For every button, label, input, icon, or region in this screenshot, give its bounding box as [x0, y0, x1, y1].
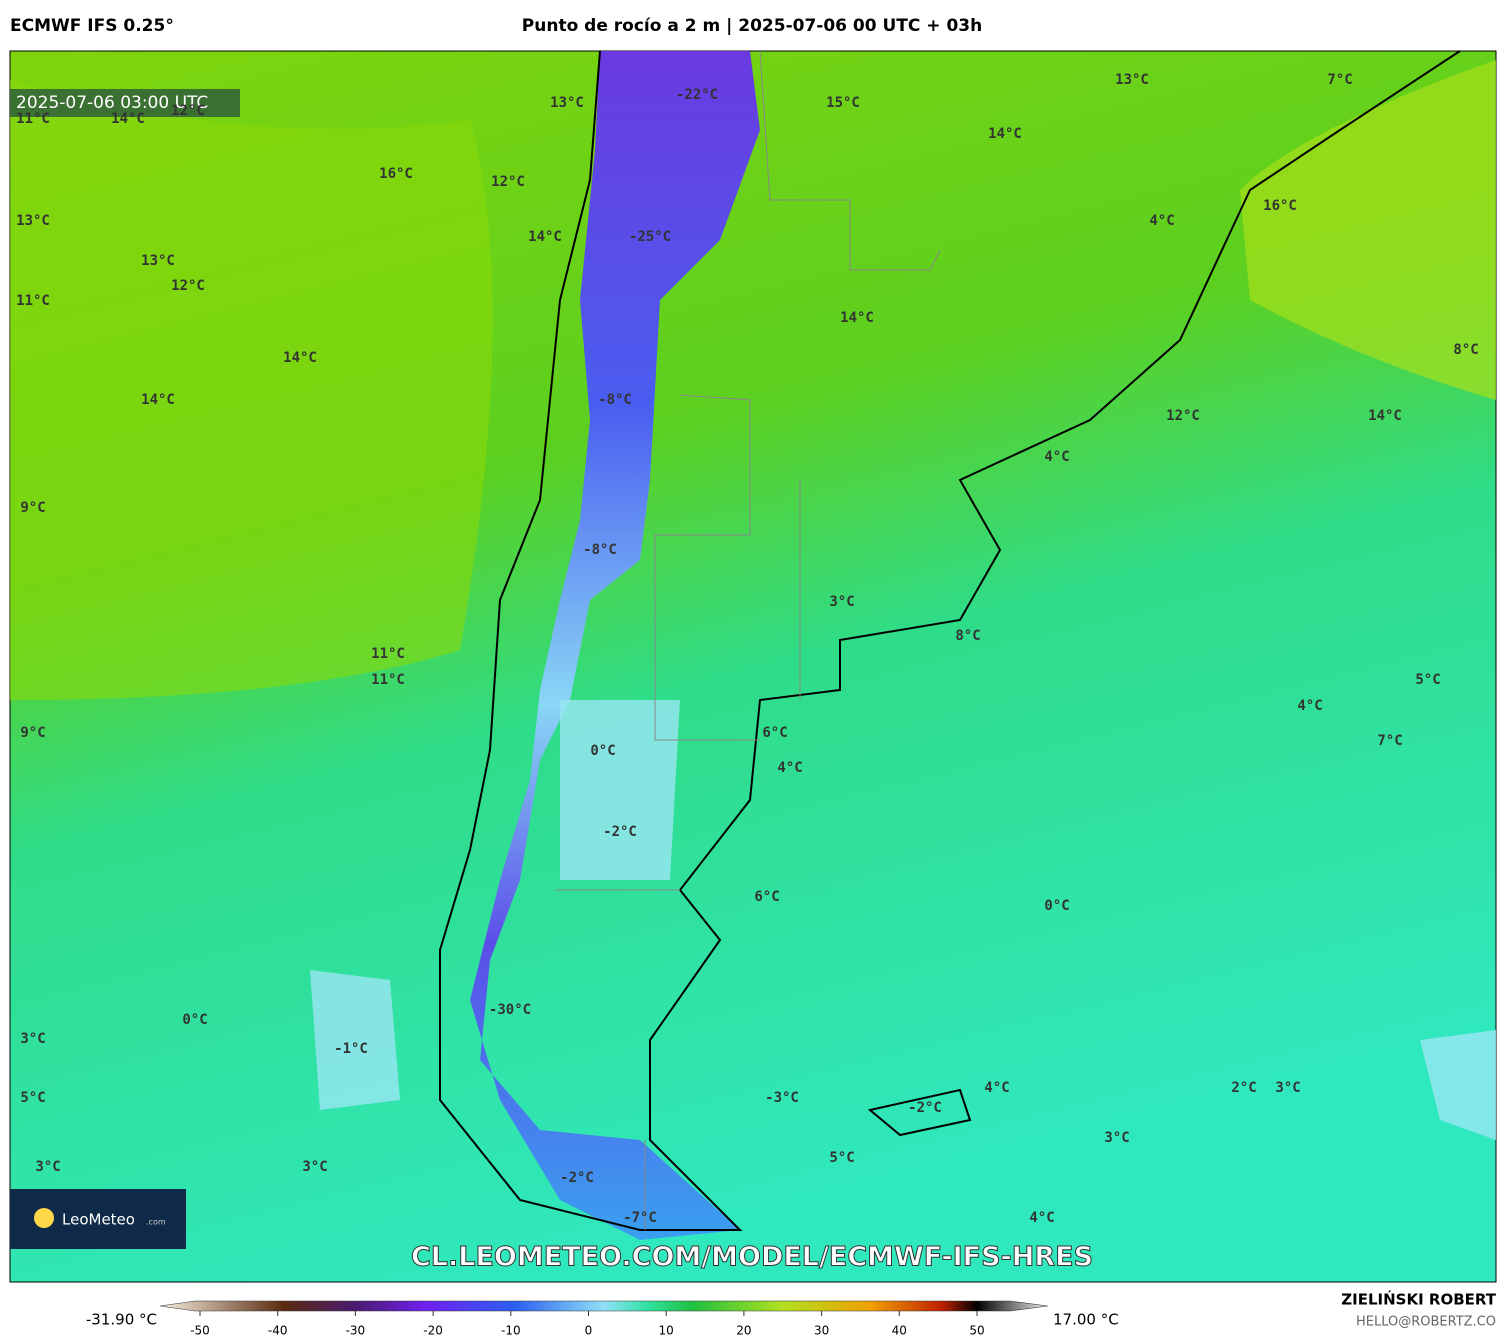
logo-suffix: .com — [146, 1218, 166, 1227]
temperature-label: 6°C — [754, 889, 779, 905]
temperature-label: 4°C — [984, 1080, 1009, 1096]
temperature-label: 12°C — [171, 103, 205, 119]
colorbar-tick-label: -30 — [346, 1324, 366, 1338]
colorbar-tick-label: -20 — [423, 1324, 443, 1338]
temperature-label: 14°C — [141, 392, 175, 408]
temperature-label: 15°C — [826, 95, 860, 111]
warm-area — [10, 80, 493, 700]
temperature-label: 0°C — [590, 743, 615, 759]
colorbar-tick-label: 20 — [736, 1324, 751, 1338]
temperature-label: 4°C — [1029, 1210, 1054, 1226]
borders — [555, 50, 941, 1230]
temperature-label: -2°C — [560, 1170, 594, 1186]
cold-area — [560, 700, 680, 880]
temperature-label: -8°C — [598, 392, 632, 408]
temperature-label: 8°C — [1453, 342, 1478, 358]
temperature-label: 12°C — [171, 278, 205, 294]
colorbar-tick-label: 0 — [585, 1324, 593, 1338]
temperature-label: 4°C — [777, 760, 802, 776]
temperature-label: 13°C — [550, 95, 584, 111]
colorbar-max: 17.00 °C — [1053, 1311, 1119, 1329]
temperature-label: 11°C — [371, 646, 405, 662]
cold-area — [1420, 1030, 1496, 1140]
temperature-label: 3°C — [302, 1159, 327, 1175]
temperature-label: 14°C — [528, 229, 562, 245]
map-labels: 13°C 7°C -22°C 15°C 13°C 11°C 14°C 12°C 14°C 16°C… — [16, 72, 1479, 1226]
colorbar-tick-label: -10 — [501, 1324, 521, 1338]
temperature-label: 0°C — [1044, 898, 1069, 914]
temperature-label: 14°C — [840, 310, 874, 326]
temperature-label: -2°C — [603, 824, 637, 840]
temperature-label: 2°C — [1231, 1080, 1256, 1096]
temperature-label: -3°C — [765, 1090, 799, 1106]
timestamp-box — [10, 89, 240, 117]
temperature-label: 3°C — [20, 1031, 45, 1047]
logo-sun — [34, 1208, 54, 1228]
temperature-label: 16°C — [1263, 198, 1297, 214]
coastline — [439, 50, 1461, 1231]
temperature-label: 7°C — [1377, 733, 1402, 749]
timestamp: 2025-07-06 03:00 UTC — [16, 93, 208, 113]
temperature-label: 3°C — [35, 1159, 60, 1175]
andes-cold-area — [470, 51, 760, 1240]
temperature-label: -1°C — [334, 1041, 368, 1057]
map-title: Punto de rocío a 2 m | 2025-07-06 00 UTC… — [522, 16, 982, 36]
temperature-label: 16°C — [379, 166, 413, 182]
coastline — [867, 1088, 972, 1137]
temperature-label: -25°C — [629, 229, 671, 245]
colorbar-tick-label: -40 — [268, 1324, 288, 1338]
temperature-label: 9°C — [20, 500, 45, 516]
temperature-label: 5°C — [20, 1090, 45, 1106]
warm-area — [1240, 60, 1496, 400]
temperature-label: 13°C — [16, 213, 50, 229]
temperature-label: 11°C — [371, 672, 405, 688]
temperature-label: 0°C — [182, 1012, 207, 1028]
cold-area — [310, 970, 400, 1110]
temperature-label: -8°C — [583, 542, 617, 558]
temperature-label: 12°C — [491, 174, 525, 190]
temperature-label: 12°C — [1166, 408, 1200, 424]
colorbar: -31.90 °C 17.00 °C -50 -40 -30 -20 -10 0 10 20 3… — [86, 1300, 1119, 1338]
temperature-label: -22°C — [676, 87, 718, 103]
temperature-label: 14°C — [111, 111, 145, 127]
colorbar-tick-label: -50 — [190, 1324, 210, 1338]
colorbar-ramp — [159, 1300, 1049, 1312]
temperature-label: 14°C — [283, 350, 317, 366]
temperature-label: 5°C — [1415, 672, 1440, 688]
temperature-label: -2°C — [908, 1100, 942, 1116]
temperature-label: 5°C — [829, 1150, 854, 1166]
colorbar-tick-label: 40 — [892, 1324, 907, 1338]
temperature-label: 3°C — [829, 594, 854, 610]
temperature-label: 4°C — [1044, 449, 1069, 465]
temperature-label: -30°C — [489, 1002, 531, 1018]
temperature-label: 14°C — [1368, 408, 1402, 424]
colorbar-min: -31.90 °C — [86, 1311, 157, 1329]
temperature-label: 7°C — [1327, 72, 1352, 88]
temperature-label: 8°C — [955, 628, 980, 644]
temperature-label: 13°C — [141, 253, 175, 269]
temperature-label: 11°C — [16, 111, 50, 127]
source-url: CL.LEOMETEO.COM/MODEL/ECMWF-IFS-HRES — [411, 1242, 1093, 1273]
temperature-label: 6°C — [762, 725, 787, 741]
map: 2025-07-06 03:00 UTC 13°C 7°C-22°C 15°C13°… — [9, 50, 1497, 1283]
colorbar-tick-label: 10 — [659, 1324, 674, 1338]
temperature-label: 3°C — [1104, 1130, 1129, 1146]
temperature-label: 13°C — [1115, 72, 1149, 88]
email: HELLO@ROBERTZ.CO — [1356, 1315, 1496, 1330]
logo-name: LeoMeteo — [62, 1211, 135, 1229]
temperature-label: 3°C — [1275, 1080, 1300, 1096]
colorbar-tick-label: 30 — [814, 1324, 829, 1338]
colorbar-tick-label: 50 — [969, 1324, 984, 1338]
temperature-label: 4°C — [1297, 698, 1322, 714]
temperature-label: 9°C — [20, 725, 45, 741]
author: ZIELIŃSKI ROBERT — [1341, 1290, 1496, 1309]
temperature-label: 11°C — [16, 293, 50, 309]
temperature-label: -7°C — [623, 1210, 657, 1226]
temperature-label: 4°C — [1149, 213, 1174, 229]
temperature-label: 14°C — [988, 126, 1022, 142]
model-name: ECMWF IFS 0.25° — [10, 16, 174, 36]
